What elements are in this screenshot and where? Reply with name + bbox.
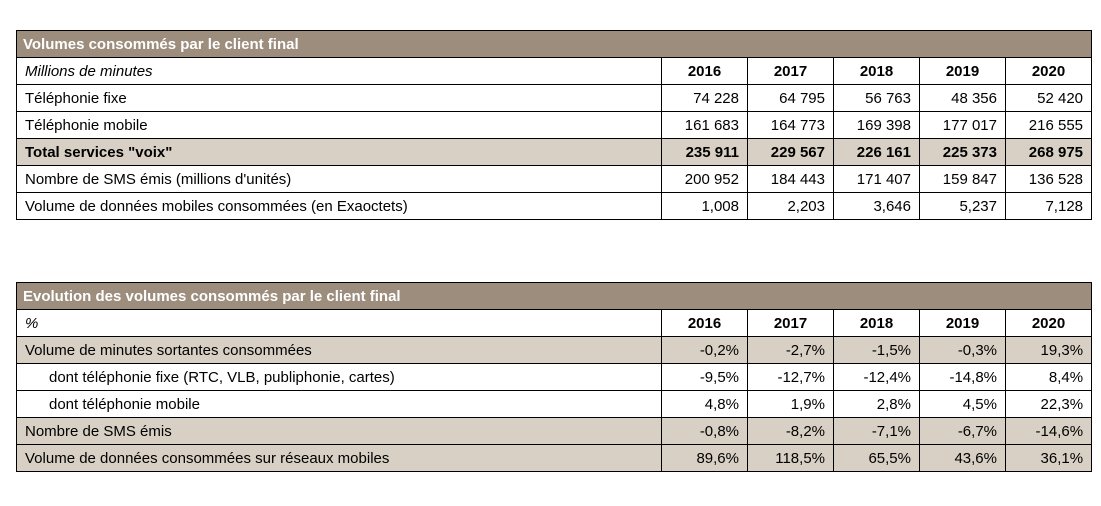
cell-value: 56 763 — [833, 84, 920, 112]
cell-value: 200 952 — [661, 165, 748, 193]
cell-value: 19,3% — [1004, 336, 1093, 364]
cell-value: 1,9% — [747, 390, 834, 418]
cell-value: -0,8% — [661, 417, 748, 445]
cell-value: -7,1% — [833, 417, 920, 445]
cell-value: 4,8% — [661, 390, 748, 418]
cell-value: -1,5% — [833, 336, 920, 364]
row-label: dont téléphonie fixe (RTC, VLB, publipho… — [16, 363, 662, 391]
cell-value: 48 356 — [919, 84, 1006, 112]
cell-value: -9,5% — [661, 363, 748, 391]
cell-value: 184 443 — [747, 165, 834, 193]
row-label: Volume de données consommées sur réseaux… — [16, 444, 662, 472]
row-label: Volume de données mobiles consommées (en… — [16, 192, 662, 220]
cell-value: 268 975 — [1004, 138, 1093, 166]
cell-value: 216 555 — [1004, 111, 1093, 139]
volumes-unit-label: Millions de minutes — [16, 57, 662, 85]
cell-value: 22,3% — [1004, 390, 1093, 418]
cell-value: 235 911 — [661, 138, 748, 166]
cell-value: -12,4% — [833, 363, 920, 391]
cell-value: 65,5% — [833, 444, 920, 472]
table-row-dont-fixe: dont téléphonie fixe (RTC, VLB, publipho… — [16, 363, 1093, 391]
row-label: Téléphonie mobile — [16, 111, 662, 139]
row-label: dont téléphonie mobile — [16, 390, 662, 418]
table-row-total-voix: Total services "voix" 235 911 229 567 22… — [16, 138, 1093, 166]
year-header-2017: 2017 — [747, 309, 834, 337]
cell-value: -2,7% — [747, 336, 834, 364]
cell-value: 118,5% — [747, 444, 834, 472]
volumes-table-title: Volumes consommés par le client final — [15, 30, 1093, 58]
cell-value: 177 017 — [919, 111, 1006, 139]
table-row-sms-evolution: Nombre de SMS émis -0,8% -8,2% -7,1% -6,… — [16, 417, 1093, 445]
cell-value: 89,6% — [661, 444, 748, 472]
cell-value: -14,6% — [1004, 417, 1093, 445]
cell-value: -12,7% — [747, 363, 834, 391]
cell-value: 7,128 — [1004, 192, 1093, 220]
evolution-table: Evolution des volumes consommés par le c… — [15, 282, 1093, 472]
year-header-2020: 2020 — [1004, 57, 1093, 85]
cell-value: 226 161 — [833, 138, 920, 166]
evolution-table-title-row: Evolution des volumes consommés par le c… — [15, 282, 1093, 310]
cell-value: 136 528 — [1004, 165, 1093, 193]
table-row-dont-mobile: dont téléphonie mobile 4,8% 1,9% 2,8% 4,… — [16, 390, 1093, 418]
cell-value: 36,1% — [1004, 444, 1093, 472]
year-header-2018: 2018 — [833, 309, 920, 337]
row-label: Téléphonie fixe — [16, 84, 662, 112]
cell-value: 3,646 — [833, 192, 920, 220]
table-gap — [16, 220, 1091, 282]
cell-value: 171 407 — [833, 165, 920, 193]
evolution-table-header-row: % 2016 2017 2018 2019 2020 — [16, 309, 1093, 337]
volumes-table-title-row: Volumes consommés par le client final — [15, 30, 1093, 58]
year-header-2016: 2016 — [661, 309, 748, 337]
cell-value: 8,4% — [1004, 363, 1093, 391]
evolution-table-title: Evolution des volumes consommés par le c… — [15, 282, 1093, 310]
evolution-unit-label: % — [16, 309, 662, 337]
table-row-telephonie-fixe: Téléphonie fixe 74 228 64 795 56 763 48 … — [16, 84, 1093, 112]
cell-value: 169 398 — [833, 111, 920, 139]
cell-value: -6,7% — [919, 417, 1006, 445]
cell-value: 159 847 — [919, 165, 1006, 193]
cell-value: 64 795 — [747, 84, 834, 112]
row-label: Total services "voix" — [16, 138, 662, 166]
cell-value: 164 773 — [747, 111, 834, 139]
cell-value: 161 683 — [661, 111, 748, 139]
cell-value: 225 373 — [919, 138, 1006, 166]
cell-value: 52 420 — [1004, 84, 1093, 112]
year-header-2020: 2020 — [1004, 309, 1093, 337]
row-label: Nombre de SMS émis — [16, 417, 662, 445]
table-row-donnees-reseaux-mobiles: Volume de données consommées sur réseaux… — [16, 444, 1093, 472]
cell-value: 1,008 — [661, 192, 748, 220]
table-row-minutes-sortantes: Volume de minutes sortantes consommées -… — [16, 336, 1093, 364]
cell-value: -0,2% — [661, 336, 748, 364]
table-row-donnees-mobiles: Volume de données mobiles consommées (en… — [16, 192, 1093, 220]
year-header-2017: 2017 — [747, 57, 834, 85]
year-header-2018: 2018 — [833, 57, 920, 85]
year-header-2016: 2016 — [661, 57, 748, 85]
cell-value: 2,8% — [833, 390, 920, 418]
cell-value: 74 228 — [661, 84, 748, 112]
cell-value: 4,5% — [919, 390, 1006, 418]
table-row-sms-emis: Nombre de SMS émis (millions d'unités) 2… — [16, 165, 1093, 193]
cell-value: 43,6% — [919, 444, 1006, 472]
row-label: Volume de minutes sortantes consommées — [16, 336, 662, 364]
cell-value: -14,8% — [919, 363, 1006, 391]
cell-value: 229 567 — [747, 138, 834, 166]
cell-value: 5,237 — [919, 192, 1006, 220]
year-header-2019: 2019 — [919, 57, 1006, 85]
cell-value: -0,3% — [919, 336, 1006, 364]
cell-value: -8,2% — [747, 417, 834, 445]
table-row-telephonie-mobile: Téléphonie mobile 161 683 164 773 169 39… — [16, 111, 1093, 139]
year-header-2019: 2019 — [919, 309, 1006, 337]
row-label: Nombre de SMS émis (millions d'unités) — [16, 165, 662, 193]
volumes-table: Volumes consommés par le client final Mi… — [15, 30, 1093, 220]
cell-value: 2,203 — [747, 192, 834, 220]
volumes-table-header-row: Millions de minutes 2016 2017 2018 2019 … — [16, 57, 1093, 85]
